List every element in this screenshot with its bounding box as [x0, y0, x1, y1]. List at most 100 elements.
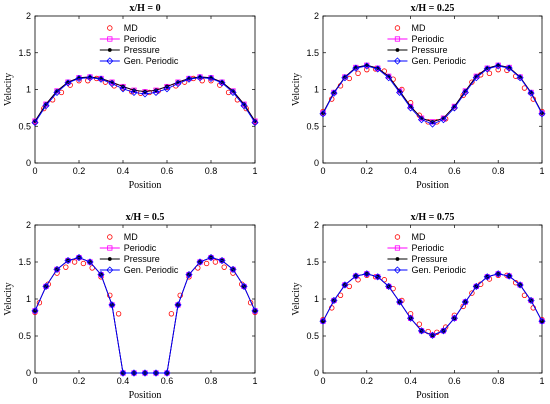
legend-marker — [107, 257, 112, 261]
y-tick-label: 1.5 — [306, 257, 319, 267]
data-point — [331, 297, 337, 304]
data-point — [32, 118, 38, 124]
data-point — [472, 282, 480, 290]
data-point — [521, 85, 528, 91]
y-tick-label: 0.5 — [306, 121, 319, 131]
data-point — [483, 273, 491, 281]
data-point — [185, 75, 193, 83]
data-point — [528, 297, 534, 304]
data-point — [396, 298, 404, 306]
data-point — [341, 281, 349, 289]
x-tick-label: 0.4 — [404, 376, 417, 386]
legend-label: Periodic — [411, 34, 444, 44]
data-point — [418, 115, 425, 121]
data-point — [174, 301, 182, 309]
series-gen-periodic — [31, 253, 259, 377]
data-point — [186, 271, 192, 278]
data-point — [174, 80, 182, 88]
data-point — [337, 292, 344, 298]
data-point — [229, 265, 237, 273]
chart-panel-1: 0 0.2 0.4 0.6 0.8 1 0 0.5 1 1.5 2 x/H = 0 Position Ve… — [3, 3, 259, 191]
y-tick-label: 0.5 — [306, 331, 319, 341]
y-tick-label: 2 — [314, 220, 319, 230]
data-point — [385, 74, 393, 82]
x-tick-label: 0 — [32, 166, 37, 176]
legend-label: Periodic — [124, 243, 157, 253]
legend-label: Pressure — [124, 45, 160, 55]
y-axis-label: Velocity — [291, 282, 302, 315]
data-point — [439, 116, 448, 124]
data-point — [86, 74, 94, 82]
data-point — [494, 62, 502, 70]
data-point — [330, 89, 338, 97]
legend-marker — [106, 57, 114, 65]
plot-area-frame — [34, 224, 256, 374]
legend-marker — [106, 266, 114, 274]
data-point — [440, 115, 447, 121]
legend-label: Gen. Periodic — [124, 56, 179, 66]
data-point — [31, 307, 39, 315]
data-point — [469, 290, 475, 296]
y-tick-label: 2 — [26, 220, 31, 230]
x-tick-label: 0.6 — [448, 166, 461, 176]
data-point — [203, 260, 210, 267]
legend-marker — [394, 245, 401, 251]
data-point — [516, 74, 524, 82]
chart-panel-3: 0 0.2 0.4 0.6 0.8 1 0 0.5 1 1.5 2 x/H = 0.5 Position… — [3, 212, 259, 401]
data-point — [53, 88, 61, 97]
data-point — [374, 273, 382, 281]
data-point — [469, 79, 475, 85]
x-tick-label: 0 — [320, 376, 325, 386]
data-point — [175, 79, 181, 85]
data-point — [319, 317, 327, 325]
data-point — [154, 88, 158, 93]
x-tick-label: 0 — [320, 166, 325, 176]
data-point — [229, 88, 237, 97]
data-point — [505, 64, 513, 72]
legend-label: MD — [411, 232, 425, 242]
legend-marker — [394, 25, 401, 31]
y-tick-label: 1.5 — [18, 48, 31, 58]
y-tick-label: 1.5 — [306, 48, 319, 58]
data-point — [341, 74, 349, 82]
legend-marker — [393, 266, 402, 274]
data-point — [473, 283, 479, 290]
data-point — [65, 257, 71, 264]
series-line — [34, 257, 256, 374]
x-tick-label: 0.6 — [161, 166, 174, 176]
legend-label: Periodic — [411, 243, 444, 253]
legend-label: Periodic — [124, 34, 157, 44]
legend-label: Pressure — [411, 254, 447, 264]
data-point — [494, 270, 502, 278]
data-point — [385, 282, 393, 290]
chart-panel-2: 0 0.2 0.4 0.6 0.8 1 0 0.5 1 1.5 2 x/H = 0.25 Positio… — [291, 3, 546, 191]
x-tick-label: 1 — [539, 376, 544, 386]
data-point — [109, 79, 115, 85]
data-point — [218, 79, 226, 87]
series-gen-periodic — [319, 62, 546, 128]
data-point — [240, 102, 248, 110]
x-tick-label: 0.8 — [492, 166, 505, 176]
data-point — [538, 110, 546, 118]
series-gen-periodic — [319, 270, 546, 339]
data-point — [132, 88, 136, 93]
data-point — [42, 282, 50, 290]
data-point — [450, 314, 458, 322]
data-point — [418, 328, 425, 334]
y-tick-label: 1.5 — [18, 257, 31, 267]
chart-title: x/H = 0.25 — [411, 3, 455, 14]
y-tick-label: 2 — [26, 11, 31, 21]
data-point — [168, 311, 175, 317]
y-tick-label: 0 — [26, 368, 31, 378]
data-point — [251, 307, 259, 315]
data-point — [130, 88, 138, 97]
data-point — [196, 258, 204, 266]
legend-label: Pressure — [411, 45, 447, 55]
legend-marker — [107, 48, 112, 52]
data-point — [64, 79, 72, 87]
x-axis-label: Position — [129, 390, 162, 401]
data-point — [527, 296, 535, 305]
